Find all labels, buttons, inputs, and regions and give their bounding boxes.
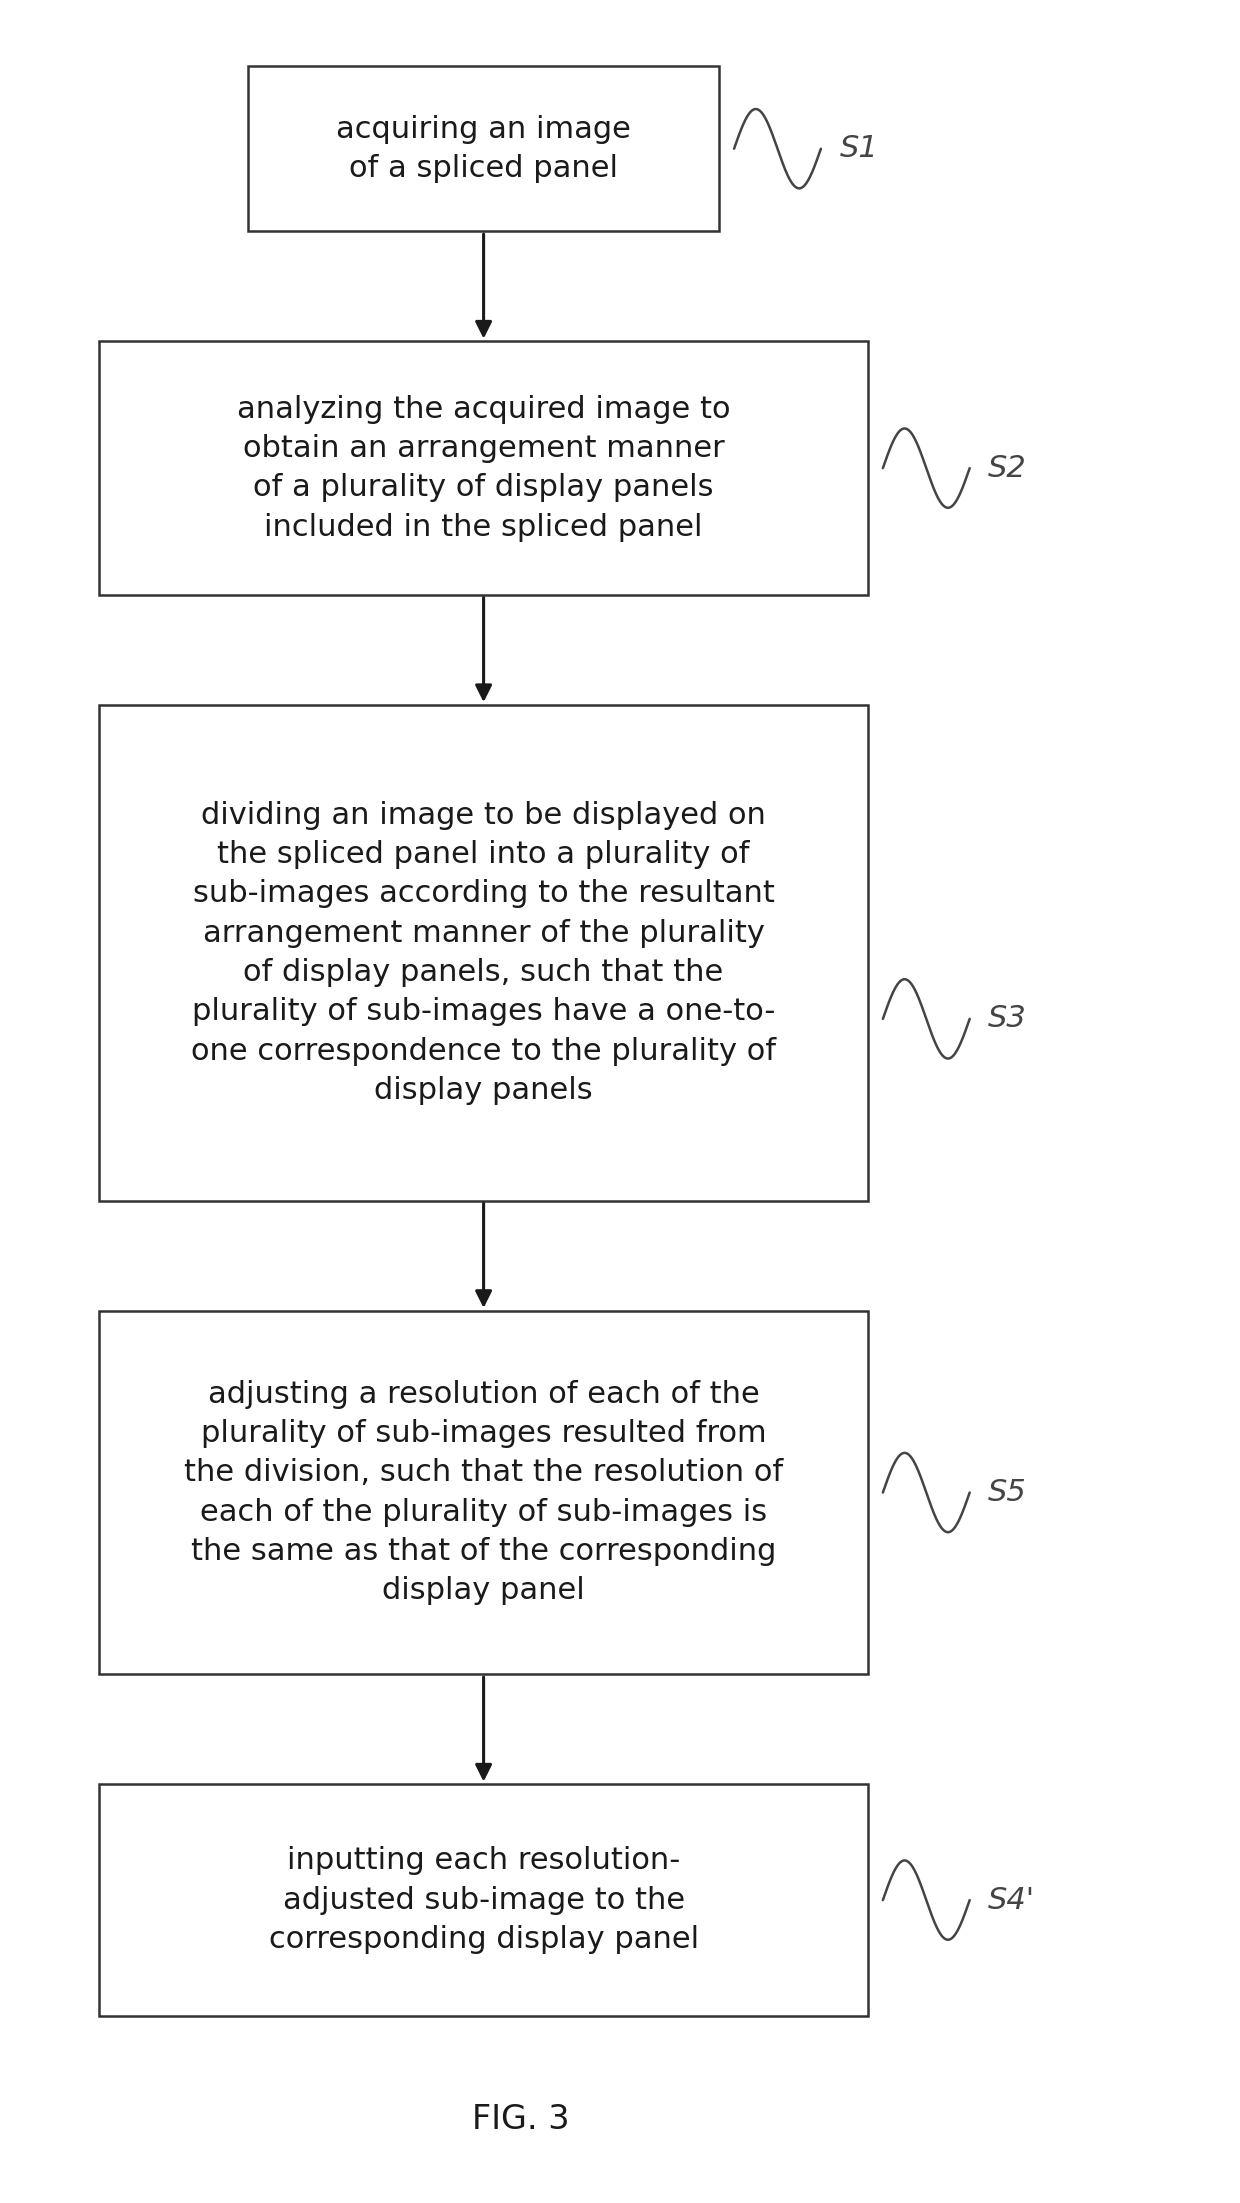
Text: dividing an image to be displayed on
the spliced panel into a plurality of
sub-i: dividing an image to be displayed on the… [191, 800, 776, 1106]
Text: FIG. 3: FIG. 3 [472, 2104, 569, 2135]
Text: analyzing the acquired image to
obtain an arrangement manner
of a plurality of d: analyzing the acquired image to obtain a… [237, 394, 730, 542]
Text: S2: S2 [988, 454, 1027, 482]
FancyBboxPatch shape [99, 1311, 868, 1674]
Text: S5: S5 [988, 1478, 1027, 1507]
FancyBboxPatch shape [99, 341, 868, 595]
Text: adjusting a resolution of each of the
plurality of sub-images resulted from
the : adjusting a resolution of each of the pl… [184, 1379, 784, 1606]
Text: S4': S4' [988, 1886, 1035, 1914]
FancyBboxPatch shape [248, 66, 719, 231]
Text: S3: S3 [988, 1005, 1027, 1033]
Text: inputting each resolution-
adjusted sub-image to the
corresponding display panel: inputting each resolution- adjusted sub-… [269, 1846, 698, 1954]
FancyBboxPatch shape [99, 705, 868, 1201]
Text: S1: S1 [839, 134, 878, 163]
Text: acquiring an image
of a spliced panel: acquiring an image of a spliced panel [336, 115, 631, 183]
FancyBboxPatch shape [99, 1784, 868, 2016]
